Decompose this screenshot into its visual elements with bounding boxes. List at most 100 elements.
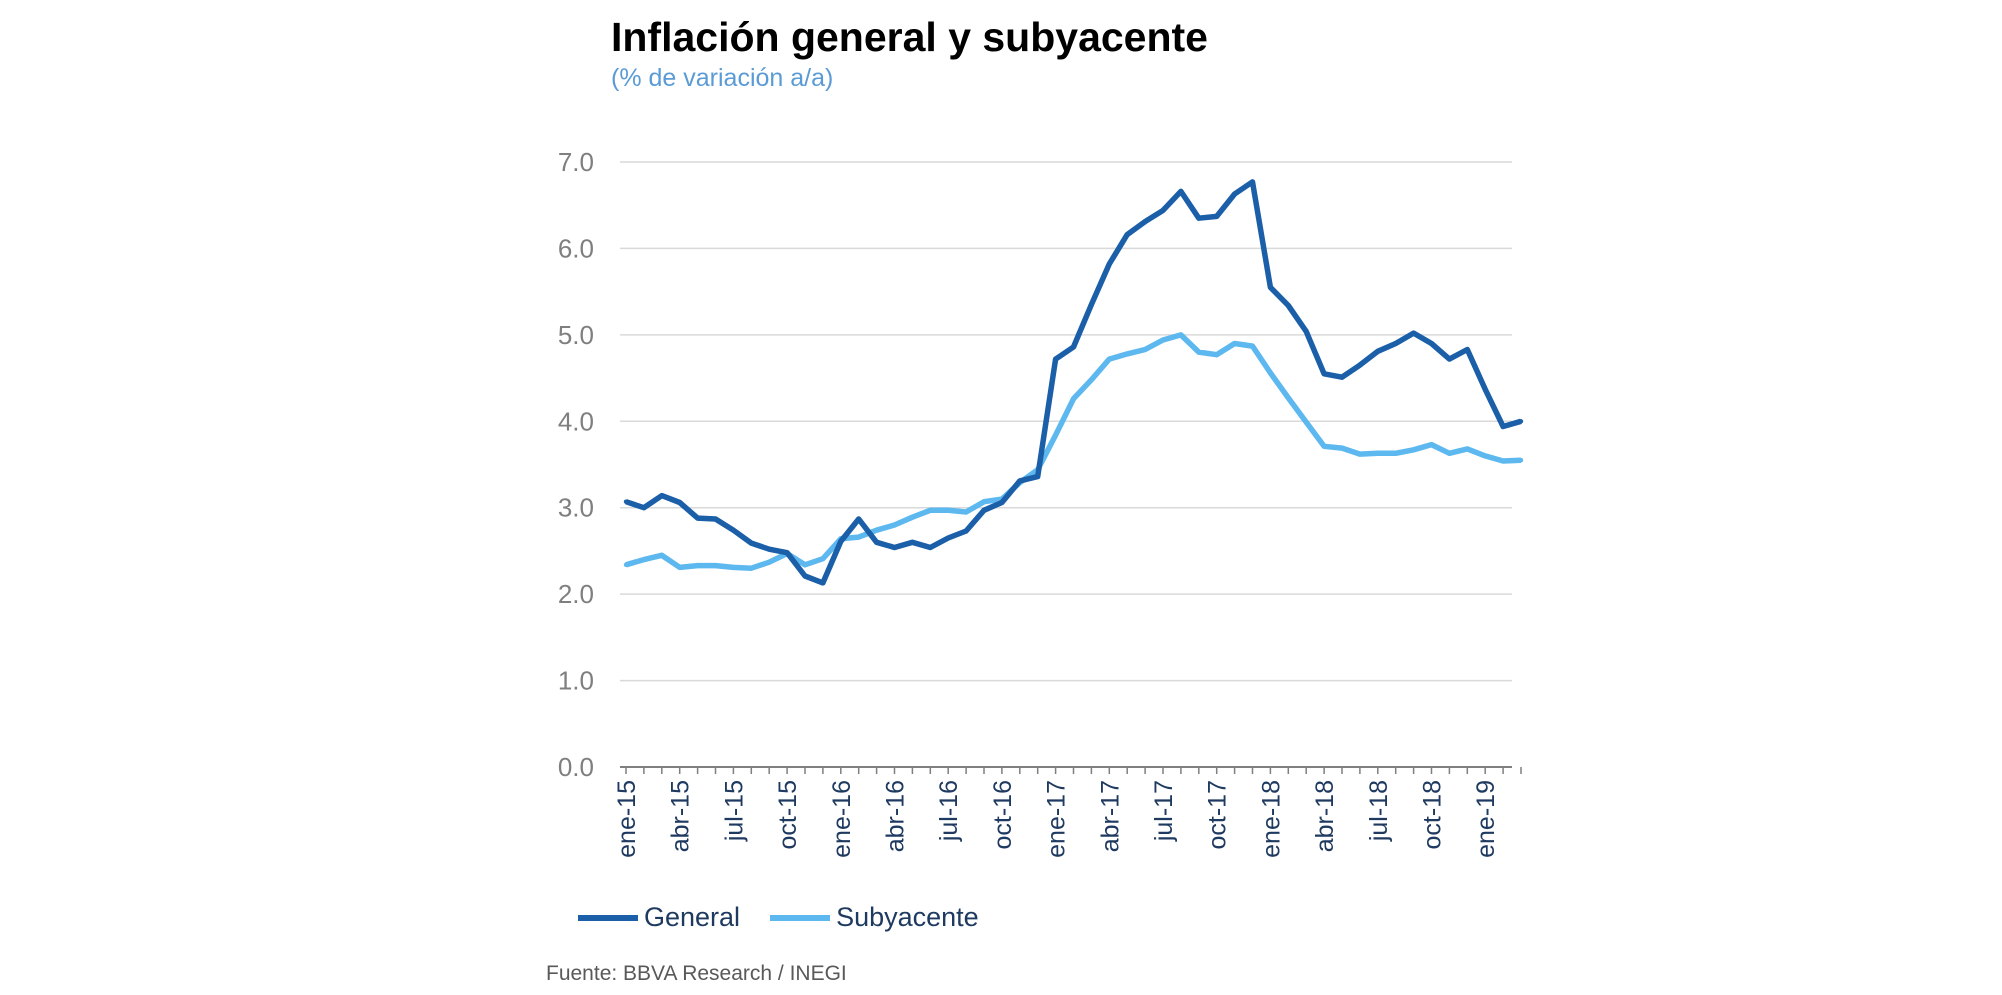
- data-point-general: [641, 505, 647, 510]
- data-point-subyacente: [713, 563, 718, 568]
- x-tick-label: oct-17: [1204, 780, 1232, 849]
- y-tick-label: 2.0: [558, 579, 594, 609]
- data-point-general: [910, 540, 915, 545]
- data-point-subyacente: [1125, 351, 1130, 357]
- data-point-subyacente: [1160, 337, 1166, 343]
- x-tick-label: oct-15: [774, 780, 802, 849]
- data-point-general: [1411, 330, 1416, 336]
- data-point-general: [1232, 191, 1237, 197]
- series-line-subyacente: [625, 332, 1522, 571]
- data-point-subyacente: [928, 508, 933, 513]
- data-point-subyacente: [963, 509, 969, 515]
- legend-item-subyacente: Subyacente: [770, 902, 979, 933]
- legend-label-subyacente: Subyacente: [836, 902, 979, 932]
- data-point-general: [767, 547, 772, 552]
- data-point-subyacente: [659, 553, 664, 558]
- data-point-subyacente: [1232, 341, 1237, 346]
- series-lines: [623, 179, 1524, 586]
- y-tick-label: 1.0: [558, 666, 594, 696]
- data-point-general: [1196, 215, 1202, 221]
- data-point-subyacente: [1250, 343, 1255, 349]
- y-tick-label: 7.0: [558, 147, 594, 177]
- data-point-subyacente: [981, 499, 987, 504]
- data-point-subyacente: [1196, 349, 1202, 355]
- data-point-subyacente: [1107, 356, 1112, 362]
- data-point-general: [963, 528, 969, 534]
- data-point-subyacente: [623, 562, 629, 567]
- x-tick-label: abr-18: [1311, 780, 1339, 852]
- data-point-subyacente: [1142, 347, 1148, 352]
- data-point-general: [623, 499, 629, 504]
- data-point-subyacente: [892, 522, 897, 528]
- data-point-general: [1178, 189, 1184, 194]
- data-point-subyacente: [1053, 432, 1058, 438]
- data-point-general: [1483, 387, 1488, 392]
- y-tick-label: 0.0: [558, 752, 594, 782]
- data-point-general: [1160, 208, 1166, 213]
- data-point-subyacente: [1089, 377, 1094, 382]
- x-tick-label: ene-18: [1257, 780, 1285, 858]
- data-point-general: [659, 493, 664, 498]
- x-tick-label: jul-17: [1150, 780, 1178, 842]
- data-point-general: [1321, 371, 1327, 376]
- data-point-general: [1500, 424, 1506, 429]
- data-point-subyacente: [749, 566, 754, 571]
- data-point-subyacente: [910, 515, 915, 520]
- y-tick-label: 4.0: [558, 406, 594, 436]
- data-point-general: [1357, 362, 1363, 368]
- data-point-general: [838, 539, 843, 544]
- chart-subtitle: (% de variación a/a): [611, 64, 834, 92]
- legend-item-general: General: [578, 902, 740, 933]
- x-tick-label: jul-15: [720, 780, 748, 842]
- y-tick-labels: 0.0 1.0 2.0 3.0 4.0 5.0 6.0 7.0: [558, 147, 594, 782]
- y-tick-label: 5.0: [558, 320, 594, 350]
- data-point-general: [1107, 261, 1112, 267]
- data-point-general: [1339, 375, 1345, 380]
- x-tick-label: abr-15: [667, 780, 695, 852]
- y-tick-label: 3.0: [558, 493, 594, 523]
- data-point-general: [981, 508, 987, 513]
- data-point-subyacente: [1500, 458, 1506, 464]
- data-point-general: [1071, 344, 1076, 350]
- data-point-general: [1286, 303, 1291, 308]
- data-point-subyacente: [1483, 453, 1488, 459]
- x-tick-label: oct-18: [1419, 780, 1447, 849]
- chart-title: Inflación general y subyacente: [611, 14, 1208, 60]
- data-point-general: [784, 550, 790, 555]
- x-tick-label: oct-16: [989, 780, 1017, 849]
- x-tick-label: ene-17: [1043, 780, 1071, 858]
- data-point-general: [820, 580, 826, 586]
- data-point-general: [946, 535, 951, 541]
- data-point-general: [1268, 285, 1273, 290]
- data-point-subyacente: [802, 562, 808, 567]
- legend-swatch-subyacente: [770, 914, 831, 921]
- legend: General Subyacente: [578, 902, 1009, 933]
- data-point-general: [1142, 219, 1148, 224]
- data-point-general: [1017, 478, 1022, 484]
- gridlines: [620, 161, 1512, 682]
- x-tick-label: jul-18: [1365, 780, 1393, 842]
- data-point-subyacente: [1214, 352, 1219, 357]
- data-point-subyacente: [1321, 444, 1327, 449]
- series-line-general: [625, 179, 1522, 586]
- data-point-subyacente: [1071, 396, 1076, 402]
- data-point-subyacente: [641, 557, 647, 562]
- data-point-general: [1250, 179, 1255, 185]
- data-point-subyacente: [767, 559, 772, 565]
- data-point-general: [1304, 329, 1309, 334]
- x-tick-label: ene-19: [1472, 780, 1500, 858]
- data-point-subyacente: [731, 565, 736, 570]
- data-point-general: [1429, 341, 1434, 346]
- x-tick-label: abr-17: [1096, 780, 1124, 852]
- data-point-subyacente: [1357, 451, 1363, 457]
- data-point-general: [1089, 302, 1094, 307]
- data-point-general: [677, 500, 682, 505]
- data-point-general: [1125, 232, 1130, 237]
- data-point-general: [1393, 341, 1398, 346]
- data-point-general: [731, 527, 736, 533]
- data-point-subyacente: [1411, 447, 1416, 453]
- source-note: Fuente: BBVA Research / INEGI: [546, 962, 847, 985]
- data-point-subyacente: [1339, 445, 1345, 451]
- x-tick-label: ene-15: [613, 780, 641, 858]
